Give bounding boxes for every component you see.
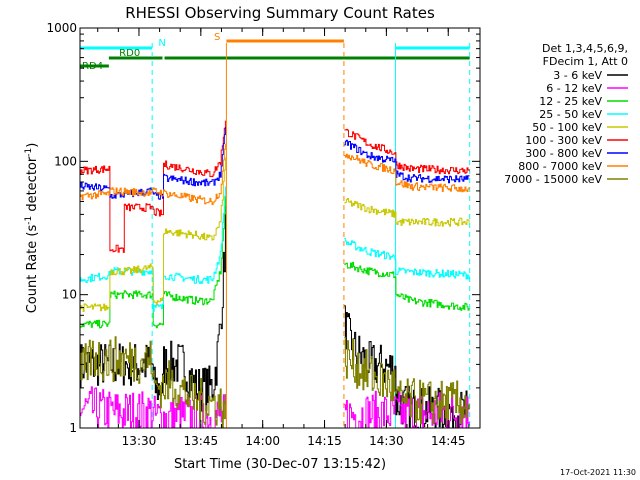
series-line-4-1 xyxy=(344,198,470,227)
plot-frame xyxy=(79,27,481,429)
y-axis-label-mid: detector xyxy=(25,156,40,216)
legend-label-6: 300 - 800 keV xyxy=(525,147,602,160)
series-line-8-1 xyxy=(344,336,470,426)
legend-label-2: 12 - 25 keV xyxy=(539,95,602,108)
series-line-5-1 xyxy=(344,128,470,175)
series-line-7-1 xyxy=(344,153,470,193)
y-tick-label-1: 10 xyxy=(62,288,77,302)
legend-label-3: 25 - 50 keV xyxy=(539,108,602,121)
series-lines xyxy=(80,120,470,429)
y-axis-label-end: ) xyxy=(25,143,40,148)
legend-label-0: 3 - 6 keV xyxy=(553,69,602,82)
footer-date: 17-Oct-2021 11:30 xyxy=(560,468,636,477)
flag-label-s: S xyxy=(214,32,220,43)
y-axis-label-sup1: -1 xyxy=(24,216,34,225)
series-line-5-0 xyxy=(80,120,226,253)
series-line-6-1 xyxy=(344,139,470,184)
chart-title: RHESSI Observing Summary Count Rates xyxy=(125,4,435,22)
legend-label-4: 50 - 100 keV xyxy=(532,121,602,134)
y-axis-label-sup2: -1 xyxy=(24,148,34,157)
x-axis-ticks: 13:30 13:45 14:00 14:15 14:30 14:45 xyxy=(97,28,470,448)
series-line-7-0 xyxy=(80,143,226,206)
legend-header-2: FDecim 1, Att 0 xyxy=(543,55,628,68)
x-tick-label-0: 13:30 xyxy=(122,434,157,448)
series-line-3-1 xyxy=(344,238,470,280)
x-tick-label-4: 14:30 xyxy=(369,434,404,448)
legend-label-1: 6 - 12 keV xyxy=(546,82,602,95)
y-axis-label: Count Rate (s-1 detector-1) xyxy=(24,143,40,314)
x-tick-label-5: 14:45 xyxy=(431,434,466,448)
series-line-8-0 xyxy=(80,336,226,429)
x-tick-label-3: 14:15 xyxy=(307,434,342,448)
series-line-2-1 xyxy=(344,261,470,311)
legend: Det 1,3,4,5,6,9, FDecim 1, Att 0 3 - 6 k… xyxy=(504,42,628,186)
legend-label-8: 7000 - 15000 keV xyxy=(504,173,602,186)
series-line-4-0 xyxy=(80,157,226,312)
y-tick-label-2: 100 xyxy=(54,154,77,168)
y-axis-label-main: Count Rate (s xyxy=(25,225,40,314)
y-tick-label-3: 1000 xyxy=(46,21,77,35)
flag-label-n: N xyxy=(158,38,165,49)
flag-label-rd4: RD4 xyxy=(82,61,103,72)
x-axis-label: Start Time (30-Dec-07 13:15:42) xyxy=(174,457,386,472)
flag-bars: N S RD0 RD4 xyxy=(80,32,470,72)
x-tick-label-1: 13:45 xyxy=(184,434,219,448)
y-axis-ticks: 1 10 100 1000 xyxy=(46,21,480,435)
legend-label-5: 100 - 300 keV xyxy=(525,134,602,147)
x-tick-label-2: 14:00 xyxy=(245,434,280,448)
flag-label-rd0: RD0 xyxy=(119,48,140,59)
series-line-6-0 xyxy=(80,127,226,200)
y-tick-label-0: 1 xyxy=(69,421,77,435)
legend-header-1: Det 1,3,4,5,6,9, xyxy=(542,42,628,55)
vertical-markers xyxy=(151,43,471,428)
legend-label-7: 800 - 7000 keV xyxy=(518,160,602,173)
